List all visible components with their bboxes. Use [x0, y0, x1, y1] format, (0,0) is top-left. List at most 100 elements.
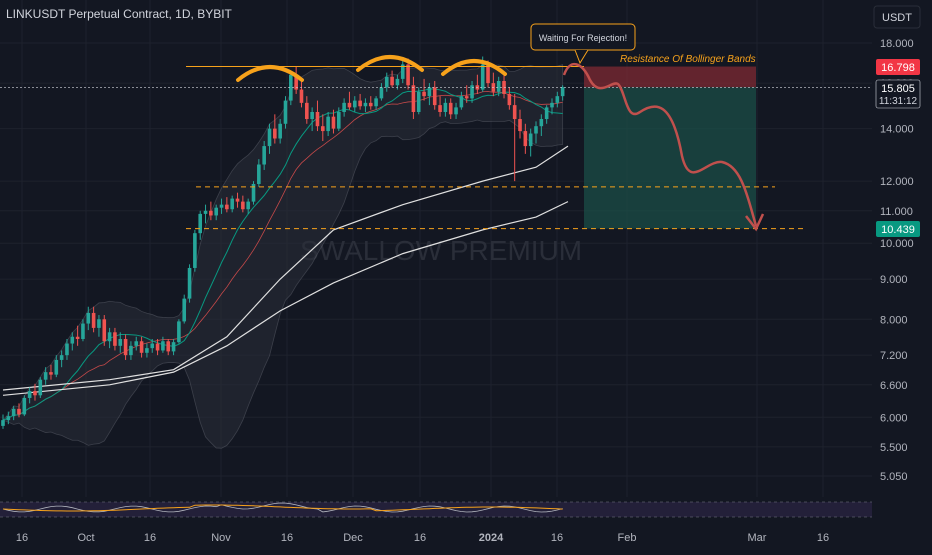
candle-body [123, 338, 128, 356]
candle-body [486, 64, 490, 84]
candle-body [230, 198, 234, 210]
candle-body [496, 81, 501, 92]
candle-body [539, 119, 544, 127]
x-tick-label: Feb [618, 532, 637, 544]
oscillator-line [2, 502, 563, 513]
candle-body [406, 64, 410, 86]
candle-body [97, 319, 101, 328]
candle-body [411, 85, 416, 112]
candle-body [438, 105, 442, 112]
candle-body [289, 74, 293, 101]
candle-body [363, 102, 368, 107]
candle-body [225, 204, 229, 210]
candle-body [422, 91, 426, 97]
candle-body [203, 210, 208, 214]
candle-body [267, 128, 272, 147]
candle-body [177, 321, 181, 343]
candle-body [379, 87, 384, 99]
callout-text: Waiting For Rejection! [539, 33, 627, 43]
candle-body [326, 116, 330, 132]
candle-body [171, 342, 176, 352]
candle-body [70, 336, 75, 344]
fast-ma [2, 88, 563, 421]
candle-body [113, 332, 117, 346]
currency-label: USDT [882, 12, 912, 24]
stop-price-value: 10.439 [881, 224, 915, 236]
candle-body [91, 312, 96, 328]
target-price-value: 16.798 [881, 62, 915, 74]
candle-body [59, 355, 64, 360]
x-tick-label: Oct [77, 532, 94, 544]
y-tick-label: 5.050 [880, 471, 908, 483]
symbol-title: LINKUSDT Perpetual Contract, 1D, BYBIT [6, 7, 233, 21]
currency-button[interactable] [873, 5, 921, 29]
resistance-label: Resistance Of Bollinger Bands [620, 54, 756, 65]
candle-body [305, 102, 309, 120]
candle-body [49, 372, 53, 375]
bollinger-basis [2, 91, 563, 421]
candle-body [395, 78, 400, 86]
candle-body [129, 345, 133, 356]
slow-ma-100 [2, 145, 569, 391]
x-tick-label: 2024 [479, 532, 504, 544]
y-tick-label: 11.000 [880, 206, 913, 218]
candle-body [1, 420, 5, 426]
candle-body [518, 119, 522, 132]
y-tick-label: 7.200 [880, 350, 908, 362]
y-tick-label: 10.000 [880, 238, 914, 250]
y-tick-label: 18.000 [880, 38, 914, 50]
oscillator-pane [0, 497, 872, 522]
x-tick-label: 16 [414, 532, 426, 544]
profit-zone [584, 87, 756, 229]
y-tick-label: 6.000 [880, 412, 908, 424]
candle-body [86, 312, 91, 324]
oscillator-signal-line [2, 504, 563, 512]
candle-body [299, 89, 304, 103]
x-tick-label: 16 [144, 532, 156, 544]
candle-body [11, 408, 16, 417]
y-tick-label: 8.000 [880, 314, 908, 326]
x-tick-label: Dec [343, 532, 363, 544]
candle-body [550, 102, 554, 108]
candle-body [512, 105, 517, 120]
shoulder-arc [236, 65, 304, 82]
watermark: SWALLOW PREMIUM [300, 235, 582, 266]
candle-body [544, 107, 549, 120]
candle-body [17, 408, 21, 415]
x-tick-label: Nov [211, 532, 231, 544]
candle-body [555, 96, 560, 103]
candle-body [209, 210, 213, 216]
candle-body [273, 128, 277, 139]
candle-body [81, 323, 85, 339]
candle-body [470, 85, 474, 99]
x-tick-label: 16 [16, 532, 28, 544]
candle-body [214, 207, 218, 216]
candle-body [219, 204, 224, 208]
candle-body [246, 201, 250, 210]
candle-body [528, 133, 533, 147]
projection-arrowhead [745, 213, 765, 232]
y-tick-label: 14.000 [880, 124, 914, 136]
candle-body [331, 116, 336, 129]
candle-body [134, 341, 139, 346]
candle-body [368, 102, 373, 107]
candle-body [182, 298, 187, 322]
candle-body [448, 102, 453, 115]
time-axis[interactable]: 16 Oct 16 Nov 16 Dec 16 2024 16 Feb Mar 16 [16, 532, 829, 544]
candle-body [534, 126, 538, 134]
candle-body [33, 391, 37, 396]
candle-body [262, 146, 266, 165]
bar-countdown: 11:31:12 [879, 96, 918, 107]
candle-body [432, 87, 437, 106]
candle-body [358, 100, 362, 107]
candle-body [283, 100, 288, 124]
y-tick-label: 5.500 [880, 442, 908, 454]
candle-body [315, 111, 320, 127]
x-tick-label: 16 [551, 532, 563, 544]
current-price-tag [875, 79, 921, 109]
trade-zones [584, 66, 756, 229]
slow-ma-200 [2, 201, 569, 396]
candle-body [294, 74, 298, 90]
candle-body [251, 183, 256, 202]
